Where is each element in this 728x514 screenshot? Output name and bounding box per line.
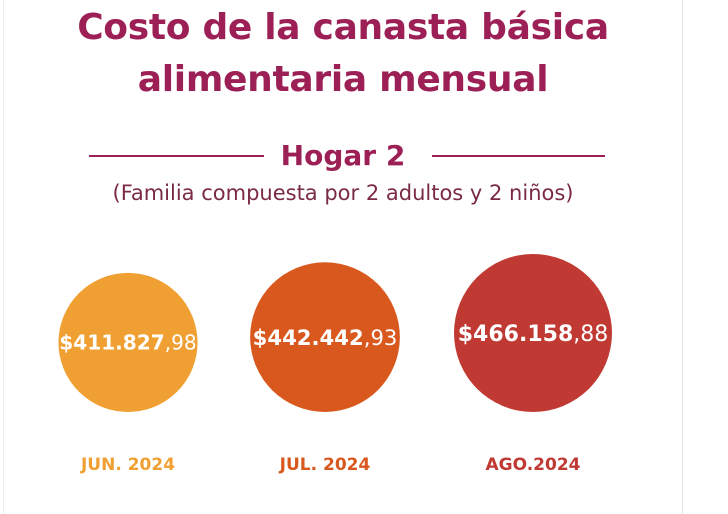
value-integer-part: $442.442: [253, 325, 364, 350]
bubble-value-label-1: $411.827,98: [59, 331, 196, 355]
title-line-2: alimentaria mensual: [137, 59, 549, 100]
category-label-3: AGO.2024: [486, 455, 581, 475]
bubble-3: [454, 254, 612, 412]
bubble-1: [58, 272, 198, 412]
value-integer-part: $466.158: [458, 322, 574, 347]
divider-left: [89, 155, 264, 157]
value-decimal-part: ,98: [165, 331, 197, 355]
household-title: Hogar 2: [280, 139, 406, 172]
bubble-2: [250, 262, 400, 412]
household-heading: Hogar 2: [4, 136, 682, 176]
bubble-value-label-3: $466.158,88: [458, 322, 609, 347]
category-label-2: JUL. 2024: [279, 455, 371, 475]
household-description: (Familia compuesta por 2 adultos y 2 niñ…: [112, 181, 574, 205]
bubble-value-label-2: $442.442,93: [253, 325, 398, 350]
page-title: Costo de la canasta básica alimentaria m…: [4, 2, 682, 106]
value-decimal-part: ,88: [573, 322, 608, 347]
value-integer-part: $411.827: [59, 331, 165, 355]
divider-right: [432, 155, 605, 157]
category-label-1: JUN. 2024: [80, 455, 175, 475]
infographic-card: Costo de la canasta básica alimentaria m…: [3, 0, 683, 514]
title-line-1: Costo de la canasta básica: [77, 7, 609, 48]
value-decimal-part: ,93: [364, 325, 398, 350]
